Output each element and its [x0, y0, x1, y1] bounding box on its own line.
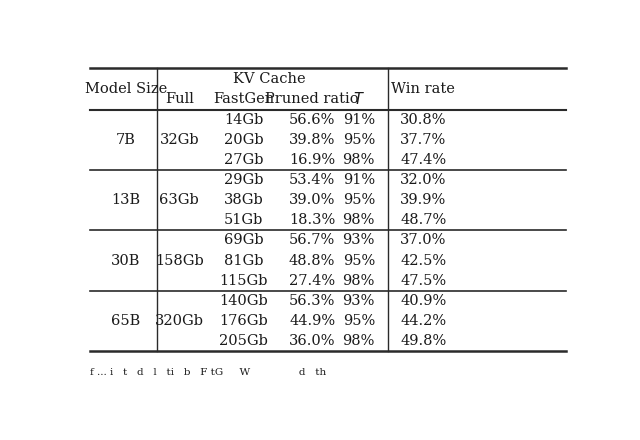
Text: 56.6%: 56.6%	[289, 113, 335, 127]
Text: Model Size: Model Size	[84, 82, 167, 96]
Text: Full: Full	[164, 92, 194, 106]
Text: 39.9%: 39.9%	[400, 193, 446, 207]
Text: 91%: 91%	[342, 173, 375, 187]
Text: 48.7%: 48.7%	[400, 213, 446, 227]
Text: 51Gb: 51Gb	[224, 213, 264, 227]
Text: 95%: 95%	[342, 253, 375, 268]
Text: 98%: 98%	[342, 213, 375, 227]
Text: 32Gb: 32Gb	[159, 133, 199, 147]
Text: 40.9%: 40.9%	[400, 294, 446, 308]
Text: 16.9%: 16.9%	[289, 153, 335, 167]
Text: 37.0%: 37.0%	[400, 234, 447, 247]
Text: 93%: 93%	[342, 294, 375, 308]
Text: 95%: 95%	[342, 133, 375, 147]
Text: 32.0%: 32.0%	[400, 173, 447, 187]
Text: Win rate: Win rate	[391, 82, 455, 96]
Text: 47.5%: 47.5%	[400, 274, 446, 288]
Text: 18.3%: 18.3%	[289, 213, 335, 227]
Text: KV Cache: KV Cache	[233, 72, 305, 85]
Text: 158Gb: 158Gb	[155, 253, 204, 268]
Text: 7B: 7B	[116, 133, 136, 147]
Text: 13B: 13B	[111, 193, 140, 207]
Text: 44.2%: 44.2%	[400, 314, 446, 328]
Text: 20Gb: 20Gb	[224, 133, 264, 147]
Text: 115Gb: 115Gb	[220, 274, 268, 288]
Text: 91%: 91%	[342, 113, 375, 127]
Text: 27Gb: 27Gb	[224, 153, 264, 167]
Text: 81Gb: 81Gb	[224, 253, 264, 268]
Text: 47.4%: 47.4%	[400, 153, 446, 167]
Text: 320Gb: 320Gb	[155, 314, 204, 328]
Text: 27.4%: 27.4%	[289, 274, 335, 288]
Text: 95%: 95%	[342, 314, 375, 328]
Text: 205Gb: 205Gb	[220, 334, 268, 348]
Text: 38Gb: 38Gb	[224, 193, 264, 207]
Text: f ... i   t   d   l   ti   b   F tG     W               d   th: f ... i t d l ti b F tG W d th	[90, 368, 326, 378]
Text: 30.8%: 30.8%	[400, 113, 447, 127]
Text: 48.8%: 48.8%	[289, 253, 335, 268]
Text: 65B: 65B	[111, 314, 140, 328]
Text: 42.5%: 42.5%	[400, 253, 446, 268]
Text: $T$: $T$	[353, 92, 365, 107]
Text: 37.7%: 37.7%	[400, 133, 446, 147]
Text: 69Gb: 69Gb	[224, 234, 264, 247]
Text: 63Gb: 63Gb	[159, 193, 199, 207]
Text: Pruned ratio: Pruned ratio	[266, 92, 359, 106]
Text: 49.8%: 49.8%	[400, 334, 446, 348]
Text: 98%: 98%	[342, 153, 375, 167]
Text: 29Gb: 29Gb	[224, 173, 264, 187]
Text: 93%: 93%	[342, 234, 375, 247]
Text: 176Gb: 176Gb	[220, 314, 268, 328]
Text: 39.0%: 39.0%	[289, 193, 335, 207]
Text: 39.8%: 39.8%	[289, 133, 335, 147]
Text: 140Gb: 140Gb	[220, 294, 268, 308]
Text: 56.3%: 56.3%	[289, 294, 335, 308]
Text: 56.7%: 56.7%	[289, 234, 335, 247]
Text: FastGen: FastGen	[213, 92, 275, 106]
Text: 95%: 95%	[342, 193, 375, 207]
Text: 14Gb: 14Gb	[224, 113, 264, 127]
Text: 98%: 98%	[342, 334, 375, 348]
Text: 30B: 30B	[111, 253, 140, 268]
Text: 98%: 98%	[342, 274, 375, 288]
Text: 44.9%: 44.9%	[289, 314, 335, 328]
Text: 53.4%: 53.4%	[289, 173, 335, 187]
Text: 36.0%: 36.0%	[289, 334, 335, 348]
